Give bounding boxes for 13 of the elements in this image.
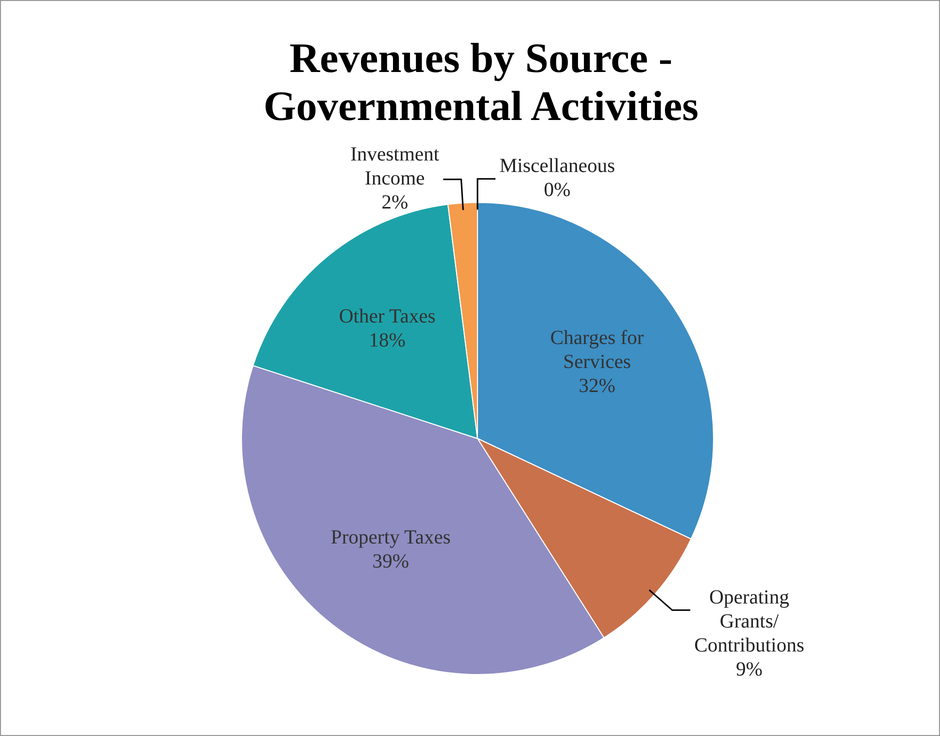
data-label: 9%	[736, 658, 763, 680]
slice-label: Investment Income	[350, 144, 440, 190]
data-label: 2%	[381, 192, 408, 214]
slice-label: Charges for Services	[550, 326, 644, 373]
data-label: 18%	[368, 330, 406, 352]
data-label: 32%	[578, 374, 616, 397]
slice-label: Operating Grants/Contributions	[694, 586, 804, 656]
chart-title: Revenues by Source - Governmental Activities	[262, 35, 700, 131]
category-label: Miscellaneous	[500, 155, 616, 178]
slice-label: Property Taxes	[330, 526, 451, 549]
text: 0%	[544, 179, 571, 202]
data-label: 39%	[372, 550, 410, 573]
slice-label: Other Taxes	[338, 306, 436, 328]
